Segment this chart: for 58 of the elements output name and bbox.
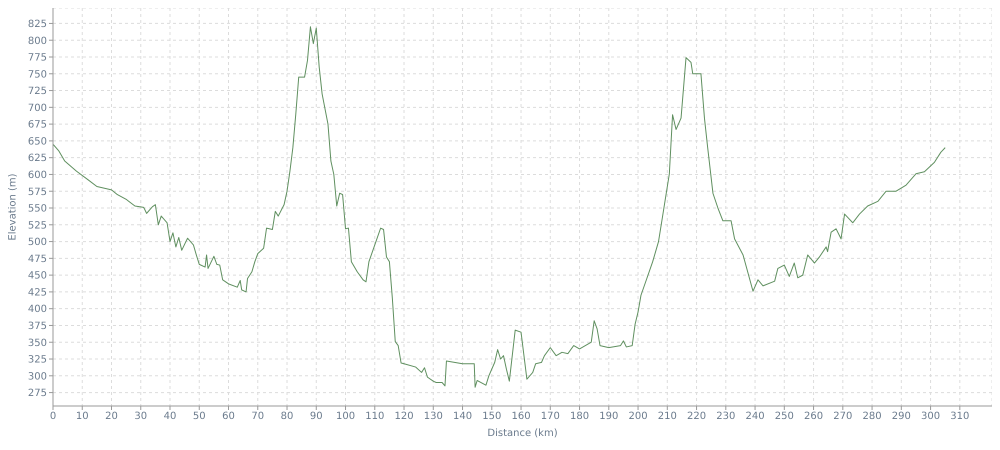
x-tick-label: 50: [192, 411, 206, 422]
x-tick-label: 90: [310, 411, 323, 422]
y-tick-label: 600: [28, 170, 47, 181]
y-tick-label: 750: [28, 69, 47, 80]
x-tick-label: 270: [833, 411, 852, 422]
x-tick-label: 140: [452, 411, 472, 422]
y-tick-label: 550: [28, 204, 47, 215]
x-tick-label: 20: [105, 411, 118, 422]
x-tick-label: 120: [394, 411, 414, 422]
x-tick-label: 210: [658, 411, 677, 422]
x-tick-label: 80: [280, 411, 294, 422]
y-tick-label: 725: [28, 86, 47, 98]
y-tick-label: 450: [28, 270, 47, 282]
y-axis-title: Elevation (m): [8, 173, 19, 241]
y-tick-label: 400: [28, 304, 47, 316]
y-tick-label: 575: [28, 186, 47, 198]
y-tick-label: 675: [28, 120, 47, 131]
x-tick-label: 0: [50, 411, 56, 422]
y-tick-label: 525: [28, 220, 47, 232]
y-tick-label: 500: [28, 237, 47, 248]
x-tick-label: 230: [716, 411, 736, 422]
y-tick-label: 475: [28, 254, 47, 265]
y-tick-label: 375: [28, 321, 47, 332]
y-tick-label: 325: [28, 354, 47, 366]
x-tick-label: 110: [365, 411, 384, 422]
x-tick-label: 190: [599, 411, 618, 422]
x-tick-label: 220: [687, 411, 706, 422]
x-tick-label: 150: [482, 411, 502, 422]
y-tick-label: 825: [28, 18, 47, 30]
x-tick-label: 200: [628, 411, 648, 422]
x-tick-label: 40: [164, 411, 176, 422]
y-tick-label: 625: [28, 153, 47, 164]
x-tick-label: 30: [134, 411, 148, 422]
y-tick-label: 350: [28, 338, 47, 349]
x-tick-label: 60: [222, 411, 235, 422]
y-tick-label: 425: [28, 287, 47, 298]
x-tick-label: 70: [251, 411, 264, 422]
x-tick-label: 10: [76, 411, 89, 422]
y-tick-label: 775: [28, 52, 47, 64]
x-tick-label: 160: [511, 411, 531, 422]
y-tick-label: 275: [28, 388, 47, 400]
x-axis-title: Distance (km): [487, 428, 558, 439]
x-tick-label: 130: [424, 411, 443, 422]
y-tick-label: 650: [28, 136, 47, 148]
x-tick-label: 260: [804, 411, 824, 422]
x-tick-label: 180: [570, 411, 590, 422]
x-tick-label: 250: [774, 411, 794, 422]
y-tick-label: 800: [28, 36, 47, 47]
x-tick-label: 280: [862, 411, 882, 422]
x-tick-label: 170: [540, 411, 560, 422]
x-tick-label: 100: [336, 411, 356, 422]
y-tick-label: 300: [28, 371, 47, 382]
x-tick-label: 310: [950, 411, 970, 422]
x-tick-label: 290: [892, 411, 911, 422]
y-tick-label: 700: [28, 102, 47, 114]
x-tick-label: 240: [746, 411, 765, 422]
line-series: [53, 26, 946, 388]
x-tick-label: 300: [921, 411, 940, 422]
